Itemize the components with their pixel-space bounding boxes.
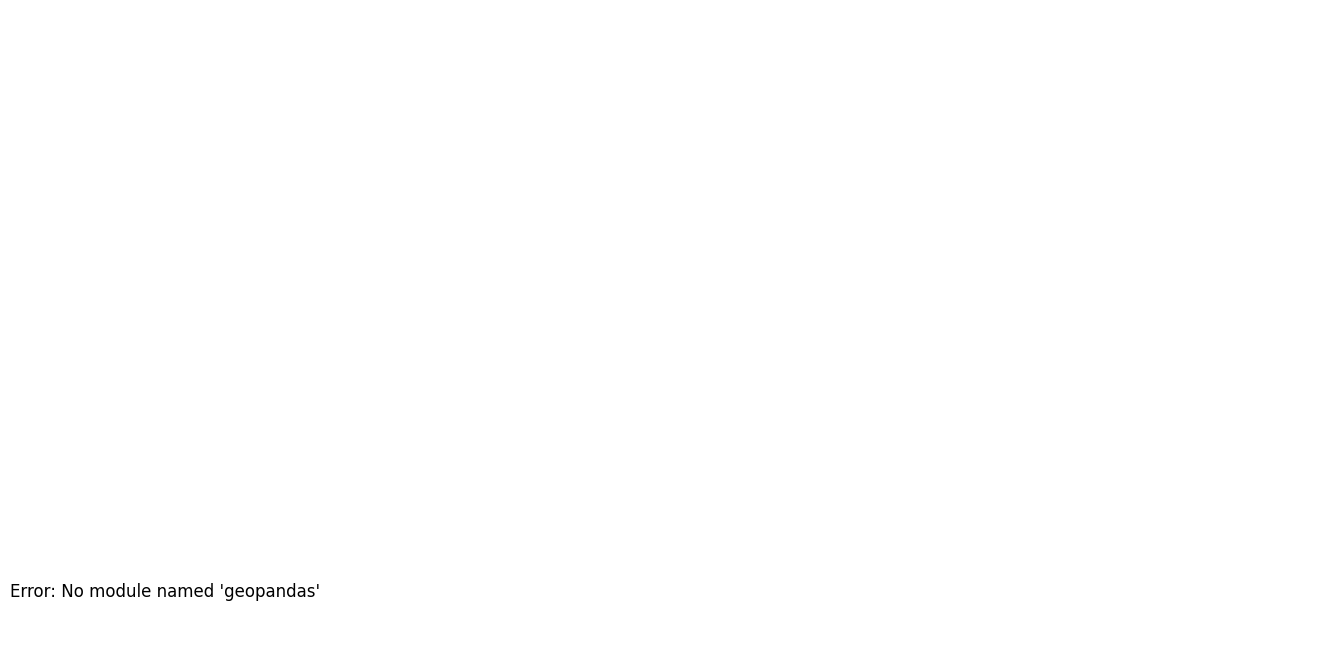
Text: Error: No module named 'geopandas': Error: No module named 'geopandas' bbox=[11, 583, 319, 601]
